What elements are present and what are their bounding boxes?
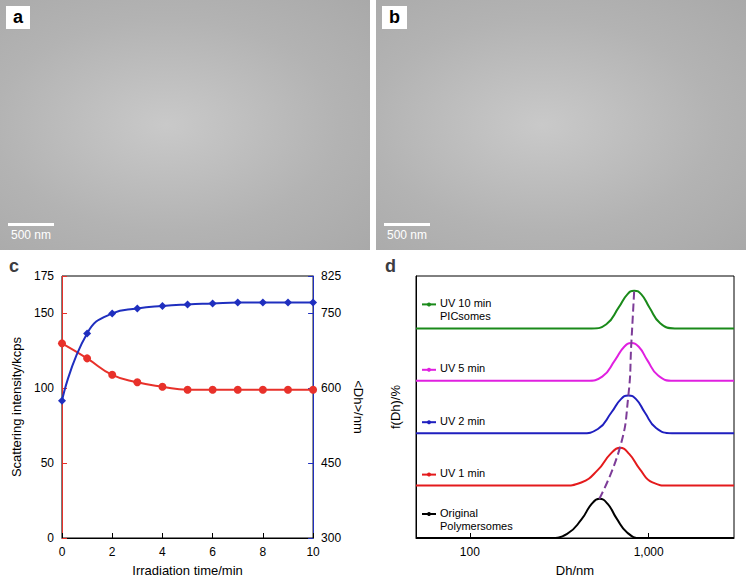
svg-text:1,000: 1,000 [634,545,664,559]
svg-text:600: 600 [321,381,341,395]
svg-text:8: 8 [260,545,267,559]
svg-text:d: d [385,256,396,276]
svg-text:<Dh>/nm: <Dh>/nm [351,380,366,433]
svg-text:UV 1 min: UV 1 min [440,467,485,479]
svg-text:0: 0 [47,531,54,545]
svg-text:825: 825 [321,269,341,283]
svg-text:f(Dh)/%: f(Dh)/% [388,385,403,430]
html-text:b: b [389,7,400,27]
svg-text:0: 0 [59,545,66,559]
svg-text:UV 10 min: UV 10 min [440,297,491,309]
svg-text:6: 6 [209,545,216,559]
svg-text:Scattering intensity/kcps: Scattering intensity/kcps [9,336,24,477]
svg-text:150: 150 [34,306,54,320]
svg-text:Original: Original [440,507,478,519]
svg-text:100: 100 [460,545,480,559]
svg-text:Dh/nm: Dh/nm [556,563,594,578]
svg-text:750: 750 [321,306,341,320]
svg-text:2: 2 [109,545,116,559]
svg-text:175: 175 [34,269,54,283]
svg-text:50: 50 [41,456,55,470]
svg-text:10: 10 [306,545,320,559]
svg-text:UV 2 min: UV 2 min [440,415,485,427]
svg-text:Irradiation time/min: Irradiation time/min [132,563,243,578]
svg-text:100: 100 [34,381,54,395]
svg-text:PICsomes: PICsomes [440,310,491,322]
svg-text:450: 450 [321,456,341,470]
svg-text:c: c [9,256,19,276]
svg-text:UV 5 min: UV 5 min [440,362,485,374]
html-text:500 nm: 500 nm [387,228,427,242]
svg-text:Polymersomes: Polymersomes [440,520,513,532]
html-text:500 nm: 500 nm [11,228,51,242]
html-text:a: a [13,7,23,27]
svg-text:4: 4 [159,545,166,559]
svg-text:300: 300 [321,531,341,545]
